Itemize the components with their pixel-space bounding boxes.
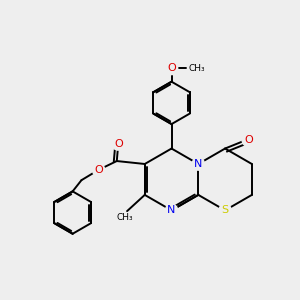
Circle shape — [165, 204, 178, 217]
Circle shape — [92, 164, 105, 176]
Text: CH₃: CH₃ — [116, 214, 133, 223]
Text: O: O — [114, 139, 123, 149]
Circle shape — [192, 158, 205, 170]
Text: O: O — [167, 63, 176, 74]
Text: O: O — [244, 135, 253, 145]
Circle shape — [165, 62, 178, 75]
Text: O: O — [94, 165, 103, 175]
Circle shape — [112, 138, 124, 150]
Circle shape — [242, 134, 254, 146]
Text: N: N — [167, 206, 176, 215]
Text: S: S — [221, 206, 229, 215]
Text: N: N — [194, 159, 202, 169]
Text: CH₃: CH₃ — [189, 64, 205, 73]
Circle shape — [219, 204, 231, 217]
